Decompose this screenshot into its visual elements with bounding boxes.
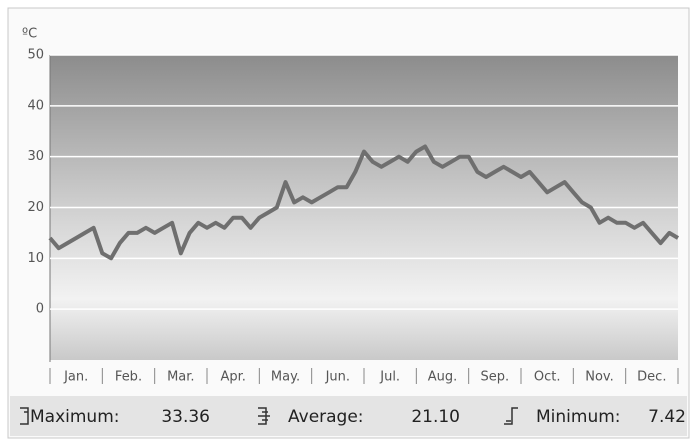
x-tick-label: Dec.	[637, 370, 666, 385]
x-tick-label: Oct.	[534, 370, 561, 385]
stat-label: Maximum:	[30, 407, 120, 427]
x-tick-label: Feb.	[115, 370, 142, 385]
y-tick-label: 20	[27, 200, 44, 215]
x-tick-label: Aug.	[428, 370, 458, 385]
y-tick-label: 50	[27, 48, 44, 63]
x-tick-label: Jun.	[325, 370, 350, 385]
x-tick-label: Jul.	[379, 370, 400, 385]
stat-value: 7.42	[648, 407, 686, 427]
x-tick-label: Nov.	[585, 370, 614, 385]
y-tick-label: 10	[27, 251, 44, 266]
y-tick-label: 0	[36, 302, 44, 317]
y-tick-label: 40	[27, 98, 44, 113]
stat-label: Average:	[288, 407, 364, 427]
x-tick-label: Sep.	[481, 370, 510, 385]
min-icon	[504, 407, 518, 425]
temperature-line	[48, 144, 680, 261]
stat-value: 33.36	[161, 407, 210, 427]
footer	[10, 396, 687, 436]
x-tick-label: Jan.	[63, 370, 88, 385]
y-tick-label: 30	[27, 149, 44, 164]
avg-icon	[258, 407, 270, 425]
max-icon	[20, 407, 29, 425]
x-tick-label: Mar.	[167, 370, 194, 385]
unit-label: ºC	[22, 27, 37, 42]
x-tick-label: May.	[271, 370, 300, 385]
stat-value: 21.10	[411, 407, 460, 427]
x-tick-label: Apr.	[220, 370, 245, 385]
stats: Maximum: 33.36 Average: 21.10 Minimum: 7…	[20, 407, 686, 427]
stat-label: Minimum:	[536, 407, 621, 427]
